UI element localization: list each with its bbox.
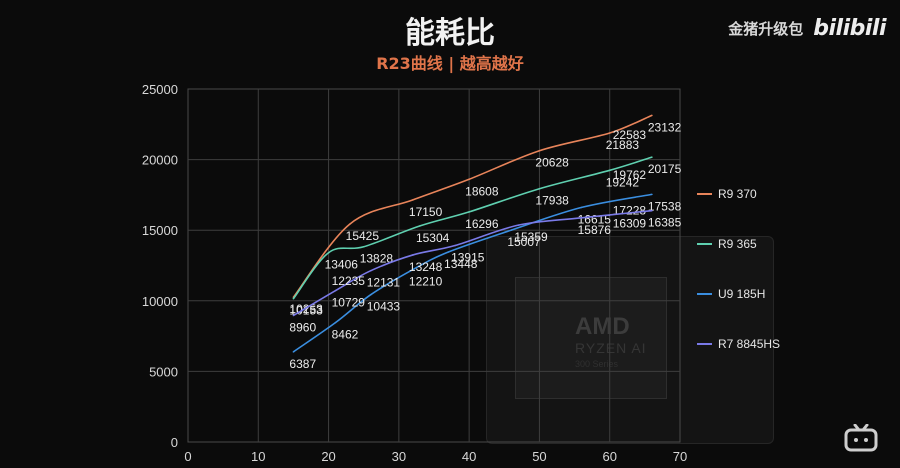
data-label: 8462 — [332, 328, 359, 342]
y-tick-label: 0 — [171, 435, 178, 450]
data-label: 23132 — [648, 120, 682, 134]
data-point — [292, 351, 295, 353]
x-tick-label: 30 — [392, 449, 406, 464]
data-label: 12235 — [332, 274, 366, 288]
data-point — [651, 193, 653, 196]
watermark: 金猪升级包 bilibili — [728, 16, 886, 41]
legend-label: R7 8845HS — [718, 337, 780, 351]
data-point — [468, 178, 470, 181]
legend-label: R9 365 — [718, 237, 757, 251]
data-point — [362, 245, 365, 248]
data-label: 10729 — [332, 296, 366, 310]
data-label: 20175 — [648, 162, 682, 176]
chip-series-text: 300 Series — [575, 359, 619, 369]
data-point — [538, 149, 541, 152]
legend-label: U9 185H — [718, 287, 765, 301]
data-point — [412, 254, 414, 256]
data-point — [292, 314, 295, 317]
x-tick-label: 40 — [462, 449, 476, 464]
data-point — [580, 217, 583, 219]
data-point — [334, 289, 337, 292]
data-point — [412, 268, 414, 271]
data-label: 17228 — [613, 204, 647, 218]
x-tick-label: 50 — [532, 449, 546, 464]
data-point — [580, 206, 583, 209]
data-label: 21883 — [606, 138, 640, 152]
data-label: 15304 — [416, 231, 450, 245]
x-tick-label: 70 — [673, 449, 687, 464]
data-label: 22583 — [613, 128, 647, 142]
data-label: 13915 — [451, 251, 485, 265]
data-point — [538, 187, 541, 190]
legend-label: R9 370 — [718, 187, 757, 201]
data-point — [412, 199, 414, 201]
y-tick-label: 10000 — [142, 294, 178, 309]
x-tick-label: 0 — [184, 449, 191, 464]
series-line — [292, 193, 653, 353]
data-label: 17538 — [648, 199, 682, 213]
data-label: 20628 — [535, 156, 569, 170]
data-label: 17150 — [409, 205, 443, 219]
y-tick-label: 25000 — [142, 82, 178, 97]
data-point — [327, 251, 330, 254]
data-label: 13248 — [409, 260, 443, 274]
series-line — [292, 156, 653, 300]
data-point — [468, 211, 470, 213]
data-label: 19762 — [613, 168, 647, 182]
data-point — [510, 229, 513, 231]
plot-area-border — [187, 88, 681, 443]
data-label: 13406 — [325, 258, 359, 272]
data-point — [651, 114, 653, 117]
data-point — [348, 223, 351, 225]
x-tick-label: 10 — [251, 449, 265, 464]
data-label: 13828 — [360, 252, 394, 266]
data-point — [651, 209, 653, 212]
x-tick-label: 60 — [602, 449, 616, 464]
chip-die-graphic — [515, 277, 667, 399]
data-point — [419, 225, 421, 227]
data-label: 16296 — [465, 217, 499, 231]
data-label: 18608 — [465, 184, 499, 198]
data-point — [334, 321, 337, 324]
y-tick-label: 5000 — [149, 364, 178, 379]
data-label: 15425 — [346, 229, 380, 243]
data-label: 15876 — [578, 223, 612, 237]
data-point — [608, 169, 611, 172]
data-label: 15007 — [507, 235, 541, 249]
data-label: 15359 — [514, 230, 548, 244]
data-label: 17938 — [535, 194, 569, 208]
data-label: 10433 — [367, 300, 401, 314]
data-point — [447, 251, 449, 253]
data-point — [517, 224, 520, 226]
data-label: 8960 — [289, 320, 316, 334]
chip-brand-text: AMD — [575, 313, 630, 340]
data-label: 16385 — [648, 216, 682, 230]
tv-icon — [844, 424, 878, 452]
data-label: 13448 — [444, 257, 478, 271]
data-point — [369, 269, 372, 272]
data-label: 16309 — [613, 217, 647, 231]
watermark-text: 金猪升级包 — [728, 20, 804, 38]
data-label: 12210 — [409, 275, 443, 289]
data-point — [651, 156, 653, 158]
chart-subtitle: R23曲线 | 越高越好 — [376, 54, 524, 73]
page-title: 能耗比 — [405, 16, 495, 51]
data-point — [454, 244, 456, 247]
y-tick-label: 20000 — [142, 153, 178, 168]
y-tick-label: 15000 — [142, 223, 178, 238]
data-point — [608, 132, 611, 134]
data-point — [292, 297, 295, 300]
data-label: 12131 — [367, 276, 401, 290]
data-point — [369, 293, 372, 296]
x-tick-label: 20 — [321, 449, 335, 464]
chip-model-text: RYZEN AI — [575, 340, 647, 356]
data-label: 19242 — [606, 175, 640, 189]
data-label: 10153 — [289, 304, 323, 318]
data-label: 6387 — [289, 357, 316, 371]
bilibili-logo: bilibili — [813, 16, 886, 41]
amd-chip-background: AMD RYZEN AI 300 Series — [486, 236, 774, 444]
